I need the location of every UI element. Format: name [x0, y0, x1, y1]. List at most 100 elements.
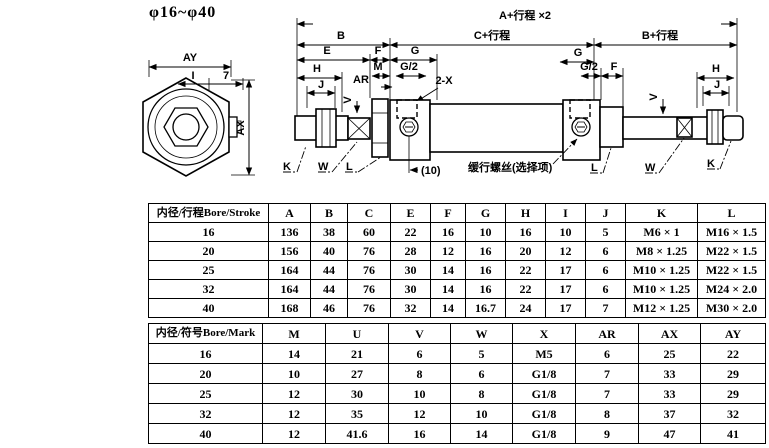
- table-cell: 20: [148, 363, 263, 384]
- table-cell: 8: [388, 363, 451, 384]
- table-cell: 17: [545, 260, 586, 280]
- table-cell: M22 × 1.5: [697, 260, 766, 280]
- table-cell: 22: [505, 279, 546, 299]
- column-header: K: [625, 203, 698, 223]
- table-cell: 76: [347, 298, 391, 318]
- table-cell: M12 × 1.25: [625, 298, 698, 318]
- table-cell: 76: [347, 241, 391, 261]
- table-cell: M16 × 1.5: [697, 222, 766, 242]
- side-view: A+行程 ×2 B C+行程 B+行程 E F G G M G/2: [283, 8, 744, 177]
- table-cell: M10 × 1.25: [625, 279, 698, 299]
- table-cell: 21: [325, 343, 389, 364]
- column-header: J: [585, 203, 626, 223]
- table-cell: 22: [505, 260, 546, 280]
- dim-label-2x: 2-X: [435, 75, 453, 87]
- leader-label-w: W: [318, 161, 329, 173]
- table-cell: 30: [325, 383, 389, 404]
- table-cell: 40: [310, 241, 348, 261]
- column-header: U: [325, 323, 389, 344]
- table-row: 32 164 44 76 30 14 16 22 17 6 M10 × 1.25 M24 × 2.0: [148, 279, 766, 299]
- dim-label-g-right: G: [574, 47, 583, 59]
- column-header: X: [512, 323, 576, 344]
- table-header-row: 内径/行程Bore/Stroke A B C E F G H I J K L: [148, 203, 766, 223]
- table-cell: 25: [148, 383, 263, 404]
- table-cell: 14: [430, 298, 466, 318]
- dim-label-7: 7: [223, 70, 229, 82]
- table-cell: 10: [465, 222, 506, 242]
- column-header: 内径/符号Bore/Mark: [148, 323, 263, 344]
- table-row: 32 12 35 12 10 G1/8 8 37 32: [148, 403, 766, 424]
- table-cell: M22 × 1.5: [697, 241, 766, 261]
- column-header: AX: [638, 323, 701, 344]
- table-cell: 28: [390, 241, 431, 261]
- table-cell: 10: [262, 363, 326, 384]
- table-cell: 8: [450, 383, 513, 404]
- table-row: 20 156 40 76 28 12 16 20 12 6 M8 × 1.25 M22 × 1.5: [148, 241, 766, 261]
- table-cell: 24: [505, 298, 546, 318]
- table-cell: 37: [638, 403, 701, 424]
- dim-label-j-right: J: [714, 79, 720, 91]
- table-row: 40 168 46 76 32 14 16.7 24 17 7 M12 × 1.25 M30 × 2.…: [148, 298, 766, 318]
- table-cell: M30 × 2.0: [697, 298, 766, 318]
- column-header: B: [310, 203, 348, 223]
- table-cell: G1/8: [512, 383, 576, 404]
- table-cell: 168: [268, 298, 311, 318]
- column-header: F: [430, 203, 466, 223]
- table-cell: 27: [325, 363, 389, 384]
- table-cell: 32: [148, 279, 269, 299]
- table-cell: 44: [310, 279, 348, 299]
- table-cell: 10: [545, 222, 586, 242]
- dim-label-m: M: [373, 61, 382, 73]
- table-cell: 7: [575, 363, 639, 384]
- callouts: (10) 缓行螺丝(选择项) K W L L W: [283, 136, 732, 177]
- table-cell: 47: [638, 423, 701, 444]
- table-cell: 7: [575, 383, 639, 404]
- column-header: W: [450, 323, 513, 344]
- table-cell: 25: [148, 260, 269, 280]
- dim-label-h-right: H: [712, 63, 720, 75]
- table-cell: 29: [700, 363, 766, 384]
- dim-label-i: I: [191, 70, 194, 82]
- table-cell: 156: [268, 241, 311, 261]
- table-cell: 44: [310, 260, 348, 280]
- dim-label-ax: AX: [235, 120, 247, 136]
- table-row: 25 164 44 76 30 14 16 22 17 6 M10 × 1.25 M22 × 1.5: [148, 260, 766, 280]
- dimension-table-2: 内径/符号Bore/Mark M U V W X AR AX AY 16 14 21 6 5 M5 6 25 2…: [148, 323, 766, 444]
- table-cell: 17: [545, 298, 586, 318]
- table-cell: 46: [310, 298, 348, 318]
- page-title: φ16~φ40: [149, 4, 217, 21]
- table-row: 16 136 38 60 22 16 10 16 10 5 M6 × 1 M16 × 1.5: [148, 222, 766, 242]
- table-cell: 16: [465, 260, 506, 280]
- table-cell: 12: [262, 403, 326, 424]
- dim-label-a-stroke: A+行程 ×2: [499, 8, 551, 22]
- table-cell: 20: [148, 241, 269, 261]
- table-cell: 10: [388, 383, 451, 404]
- table-cell: 41: [700, 423, 766, 444]
- table-cell: 14: [430, 260, 466, 280]
- table-cell: 6: [585, 279, 626, 299]
- table-cell: 16: [465, 241, 506, 261]
- table-cell: 33: [638, 363, 701, 384]
- dimension-table-1: 内径/行程Bore/Stroke A B C E F G H I J K L 16 136 38 60 22 1…: [148, 203, 766, 318]
- dim-label-f-right: F: [611, 61, 618, 73]
- column-header: 内径/行程Bore/Stroke: [148, 203, 269, 223]
- table-cell: 14: [430, 279, 466, 299]
- table-row: 16 14 21 6 5 M5 6 25 22: [148, 343, 766, 364]
- dim-label-b-stroke: B+行程: [642, 28, 678, 42]
- column-header: I: [545, 203, 586, 223]
- table-cell: 20: [505, 241, 546, 261]
- table-cell: 10: [450, 403, 513, 424]
- table-cell: 32: [390, 298, 431, 318]
- leader-label-k: K: [283, 161, 291, 173]
- table-cell: 32: [700, 403, 766, 424]
- leader-label-l: L: [346, 161, 353, 173]
- table-cell: 7: [585, 298, 626, 318]
- column-header: E: [390, 203, 431, 223]
- table-header-row: 内径/符号Bore/Mark M U V W X AR AX AY: [148, 323, 766, 344]
- column-header: L: [697, 203, 766, 223]
- table-row: 25 12 30 10 8 G1/8 7 33 29: [148, 383, 766, 404]
- dim-label-g: G: [411, 45, 420, 57]
- table-cell: 40: [148, 423, 263, 444]
- table-row: 20 10 27 8 6 G1/8 7 33 29: [148, 363, 766, 384]
- table-cell: 12: [262, 383, 326, 404]
